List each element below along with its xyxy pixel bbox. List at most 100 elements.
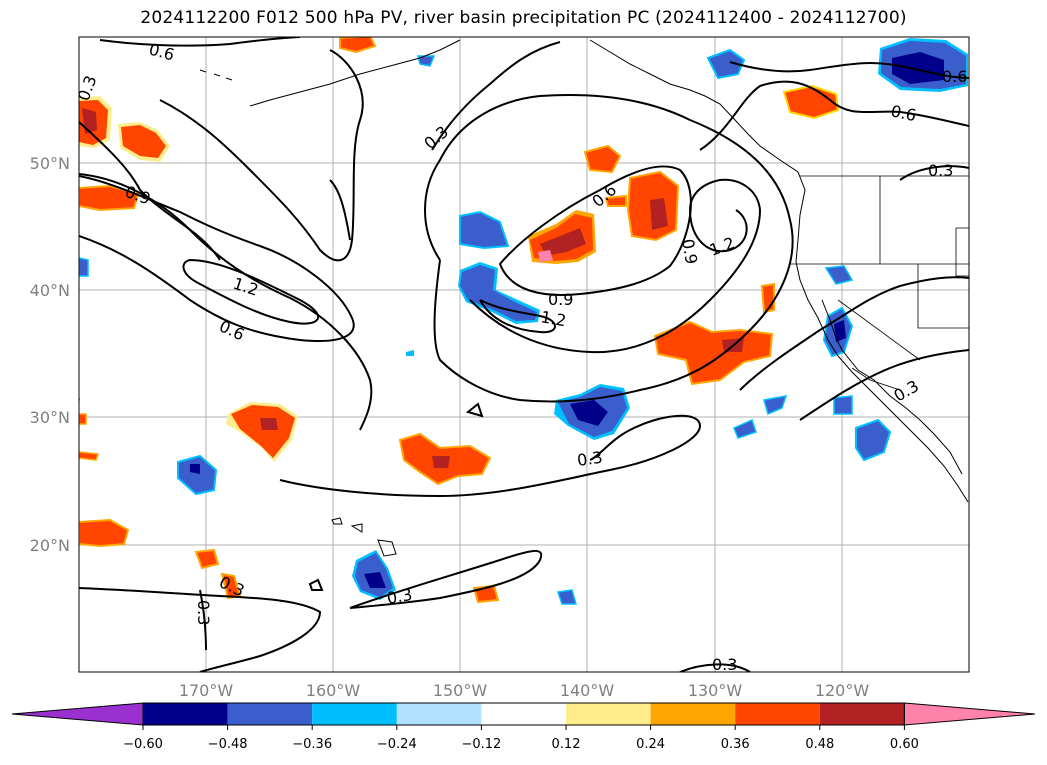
contour-label: 0.6 <box>942 67 967 86</box>
contour-label: 1.2 <box>539 307 567 330</box>
precip-blob <box>79 96 112 148</box>
contour-line <box>469 178 762 354</box>
precip-blob <box>79 184 140 212</box>
precip-blob <box>626 170 680 242</box>
state-borders <box>790 175 969 391</box>
contour-line <box>899 165 969 181</box>
colorbar-segment <box>650 703 736 725</box>
precip-blob <box>352 550 396 600</box>
colorbar-segment <box>227 703 313 725</box>
contour-line <box>308 578 324 591</box>
longitude-labels: 170°W 160°W 150°W 140°W 130°W 120°W <box>179 681 870 700</box>
lon-label: 130°W <box>688 681 743 700</box>
coastlines <box>199 39 969 557</box>
precip-blob <box>194 548 500 604</box>
colorbar-tick-label: 0.12 <box>552 737 581 752</box>
precip-blob <box>79 257 577 605</box>
contour-label: 0.6 <box>889 101 918 125</box>
contour-line <box>699 80 969 151</box>
map-area <box>79 37 969 672</box>
colorbar-tick-label: −0.60 <box>123 737 163 752</box>
precip-blob <box>226 402 298 462</box>
precip-blob <box>79 413 130 548</box>
lon-label: 150°W <box>433 681 488 700</box>
contour-line <box>465 402 484 418</box>
contour-line <box>679 663 751 672</box>
colorbar-tick-label: −0.36 <box>292 737 332 752</box>
colorbar-segment <box>312 703 397 725</box>
colorbar: −0.60 −0.48 −0.36 −0.24 −0.12 0.12 0.24 … <box>11 702 1036 752</box>
colorbar-ticks <box>142 725 905 730</box>
colorbar-extend-high <box>903 702 1036 726</box>
contour-line <box>279 414 702 498</box>
lat-label: 20°N <box>30 536 70 555</box>
lon-label: 160°W <box>306 681 361 700</box>
precip-blob <box>583 144 627 207</box>
precip-blob <box>398 432 492 486</box>
contour-label: 0.9 <box>548 290 573 309</box>
contour-line <box>479 299 556 334</box>
colorbar-segment <box>735 703 820 725</box>
colorbar-segment <box>819 703 905 725</box>
precip-blob <box>528 210 596 264</box>
colorbar-tick-label: 0.48 <box>805 737 834 752</box>
colorbar-tick-label: −0.12 <box>461 737 501 752</box>
contour-line <box>329 179 351 241</box>
precip-blob <box>177 454 218 496</box>
lon-label: 170°W <box>179 681 234 700</box>
precip-positive-areas <box>79 37 840 604</box>
colorbar-segment <box>396 703 482 725</box>
colorbar-tick-label: −0.24 <box>377 737 417 752</box>
colorbar-extend-low <box>11 702 144 726</box>
colorbar-segment <box>566 703 651 725</box>
pv-contours <box>79 37 969 672</box>
contour-line <box>99 37 301 47</box>
contour-line <box>799 349 969 421</box>
colorbar-tick-label: 0.36 <box>721 737 750 752</box>
contour-line <box>199 589 207 651</box>
precip-blob <box>458 262 540 324</box>
lon-label: 140°W <box>560 681 615 700</box>
precip-blob <box>417 48 746 80</box>
contour-label: 0.3 <box>928 161 953 180</box>
contour-line <box>729 61 969 79</box>
precip-blob <box>459 210 510 250</box>
lat-label: 40°N <box>30 281 70 300</box>
contour-line <box>79 587 322 672</box>
precip-blob <box>339 37 377 54</box>
contour-line <box>79 121 221 261</box>
precip-blob <box>878 38 968 92</box>
latitude-labels: 50°N 40°N 30°N 20°N <box>30 154 70 555</box>
contour-label: 0.3 <box>194 600 213 625</box>
contour-label: 0.3 <box>61 392 84 420</box>
contour-line <box>79 175 355 342</box>
contour-line <box>424 94 794 403</box>
lat-label: 50°N <box>30 154 70 173</box>
colorbar-tick-labels: −0.60 −0.48 −0.36 −0.24 −0.12 0.12 0.24 … <box>123 737 919 752</box>
colorbar-segment <box>143 703 228 725</box>
map-frame <box>78 36 970 673</box>
colorbar-frame <box>142 702 905 726</box>
colorbar-tick-label: 0.24 <box>636 737 665 752</box>
precip-blob <box>782 84 840 120</box>
contour-line <box>182 258 320 325</box>
contour-line <box>349 550 543 609</box>
contour-label: 0.3 <box>576 448 604 470</box>
contour-label: 0.3 <box>712 655 737 674</box>
colorbar-tick-label: 0.60 <box>890 737 919 752</box>
contour-line <box>159 49 364 262</box>
lon-label: 120°W <box>815 681 870 700</box>
contour-label: 0.3 <box>385 585 413 608</box>
precip-negative-areas <box>79 38 968 605</box>
colorbar-tick-label: −0.48 <box>208 737 248 752</box>
precip-blob <box>118 122 170 162</box>
lat-label: 30°N <box>30 408 70 427</box>
colorbar-segment <box>481 703 566 725</box>
contour-line <box>431 41 561 151</box>
contour-label: 0.9 <box>678 237 701 265</box>
precip-blob <box>554 384 630 440</box>
precip-blob <box>733 395 892 462</box>
chart-title: 2024112200 F012 500 hPa PV, river basin … <box>140 8 907 28</box>
contour-line <box>739 276 969 391</box>
